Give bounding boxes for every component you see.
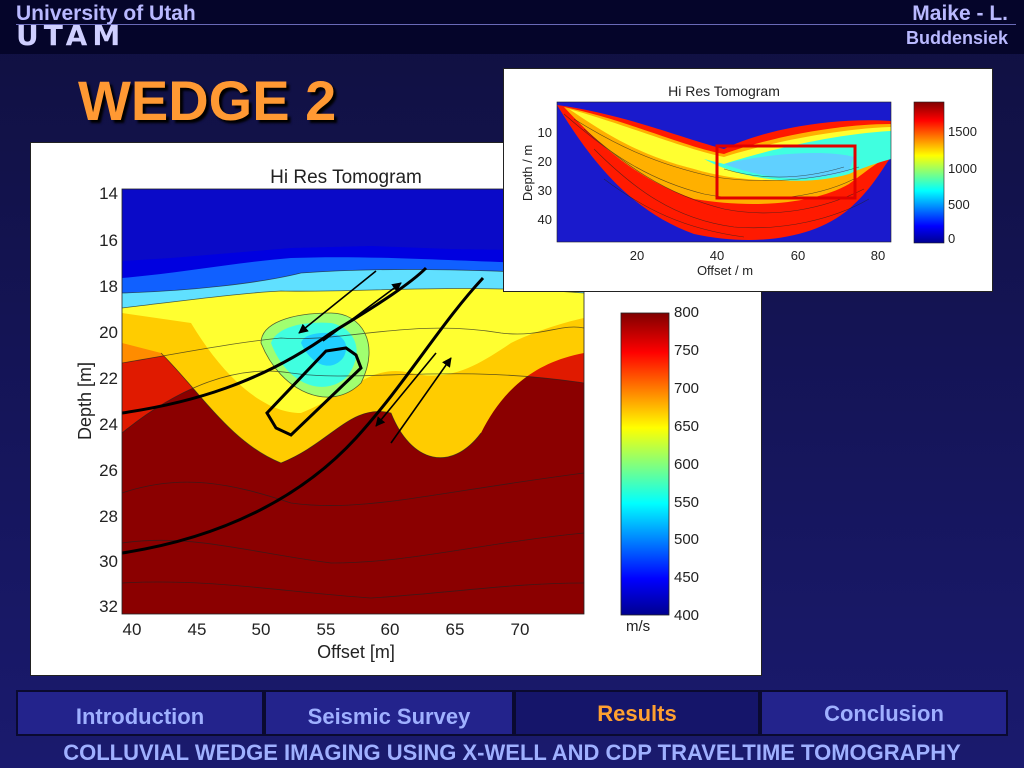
main-y-tick: 22 bbox=[99, 369, 118, 388]
main-x-tick: 70 bbox=[511, 620, 530, 639]
colorbar-tick: 750 bbox=[674, 342, 699, 359]
main-chart-title: Hi Res Tomogram bbox=[270, 167, 422, 188]
inset-highlight-box bbox=[715, 144, 857, 200]
nav-seismic-survey[interactable]: Seismic Survey bbox=[264, 690, 514, 736]
header-divider bbox=[16, 24, 1016, 25]
main-x-tick: 45 bbox=[188, 620, 207, 639]
inset-y-tick: 10 bbox=[538, 125, 552, 140]
nav-results-label: Results bbox=[597, 701, 677, 726]
main-y-tick: 28 bbox=[99, 507, 118, 526]
nav-introduction-label: Introduction bbox=[75, 704, 205, 729]
main-y-tick: 18 bbox=[99, 277, 118, 296]
university-label: University of Utah bbox=[16, 2, 196, 25]
slip-arrows bbox=[298, 270, 452, 444]
colorbar-tick: 500 bbox=[674, 531, 699, 548]
author-first-name: Maike - L. bbox=[912, 2, 1008, 25]
nav-conclusion-label: Conclusion bbox=[824, 701, 944, 726]
header-bar bbox=[0, 0, 1024, 54]
author-last-name: Buddensiek bbox=[905, 28, 1008, 48]
wedge-interpretation bbox=[122, 266, 485, 555]
main-y-tick: 30 bbox=[99, 552, 118, 571]
inset-x-axis: 20 40 60 80 bbox=[630, 248, 885, 263]
main-x-axis: 40 45 50 55 60 65 70 bbox=[123, 620, 530, 639]
inset-colorbar-tick: 1000 bbox=[948, 161, 977, 176]
main-x-tick: 60 bbox=[381, 620, 400, 639]
nav-results[interactable]: Results bbox=[514, 690, 760, 736]
main-x-tick: 50 bbox=[252, 620, 271, 639]
main-colorbar bbox=[620, 312, 670, 616]
inset-heatmap bbox=[557, 102, 891, 242]
inset-colorbar-ticks: 1500 1000 500 0 bbox=[948, 124, 977, 246]
inset-y-tick: 40 bbox=[538, 212, 552, 227]
main-y-label: Depth [m] bbox=[75, 362, 95, 440]
inset-y-label: Depth / m bbox=[520, 145, 535, 201]
inset-colorbar-tick: 0 bbox=[948, 231, 955, 246]
inset-x-tick: 80 bbox=[871, 248, 885, 263]
inset-x-tick: 60 bbox=[791, 248, 805, 263]
main-x-tick: 65 bbox=[446, 620, 465, 639]
inset-colorbar bbox=[913, 101, 945, 244]
inset-y-tick: 30 bbox=[538, 183, 552, 198]
main-x-tick: 40 bbox=[123, 620, 142, 639]
inset-x-tick: 20 bbox=[630, 248, 644, 263]
nav-conclusion[interactable]: Conclusion bbox=[760, 690, 1008, 736]
inset-tomogram-figure: Hi Res Tomogram 1 bbox=[503, 68, 993, 292]
colorbar-tick: 450 bbox=[674, 569, 699, 586]
main-y-axis: 14 16 18 20 22 24 26 28 30 32 bbox=[99, 184, 118, 616]
footer-title: COLLUVIAL WEDGE IMAGING USING X-WELL AND… bbox=[63, 740, 961, 765]
main-y-tick: 20 bbox=[99, 323, 118, 342]
colorbar-tick: 650 bbox=[674, 418, 699, 435]
main-colorbar-ticks: 800 750 700 650 600 550 500 450 400 bbox=[674, 304, 699, 624]
nav-seismic-survey-label: Seismic Survey bbox=[307, 704, 471, 729]
inset-x-label: Offset / m bbox=[697, 263, 753, 278]
main-x-tick: 55 bbox=[317, 620, 336, 639]
main-y-tick: 32 bbox=[99, 597, 118, 616]
inset-colorbar-tick: 1500 bbox=[948, 124, 977, 139]
main-y-tick: 26 bbox=[99, 461, 118, 480]
lab-logo: UTAM bbox=[16, 19, 126, 52]
main-y-tick: 24 bbox=[99, 415, 118, 434]
slide-title: WEDGE 2 bbox=[78, 69, 337, 132]
inset-y-axis: 10 20 30 40 bbox=[538, 125, 552, 227]
main-colorbar-unit: m/s bbox=[626, 618, 650, 635]
colorbar-tick: 550 bbox=[674, 494, 699, 511]
colorbar-tick: 400 bbox=[674, 607, 699, 624]
colorbar-tick: 800 bbox=[674, 304, 699, 321]
nav-introduction[interactable]: Introduction bbox=[16, 690, 264, 736]
colorbar-tick: 600 bbox=[674, 456, 699, 473]
main-y-tick: 14 bbox=[99, 184, 118, 203]
inset-colorbar-tick: 500 bbox=[948, 197, 970, 212]
main-x-label: Offset [m] bbox=[317, 642, 395, 662]
inset-chart-title: Hi Res Tomogram bbox=[668, 83, 780, 99]
inset-y-tick: 20 bbox=[538, 154, 552, 169]
inset-tomogram-svg: Hi Res Tomogram 1 bbox=[520, 83, 977, 278]
inset-x-tick: 40 bbox=[710, 248, 724, 263]
colorbar-tick: 700 bbox=[674, 380, 699, 397]
main-y-tick: 16 bbox=[99, 231, 118, 250]
